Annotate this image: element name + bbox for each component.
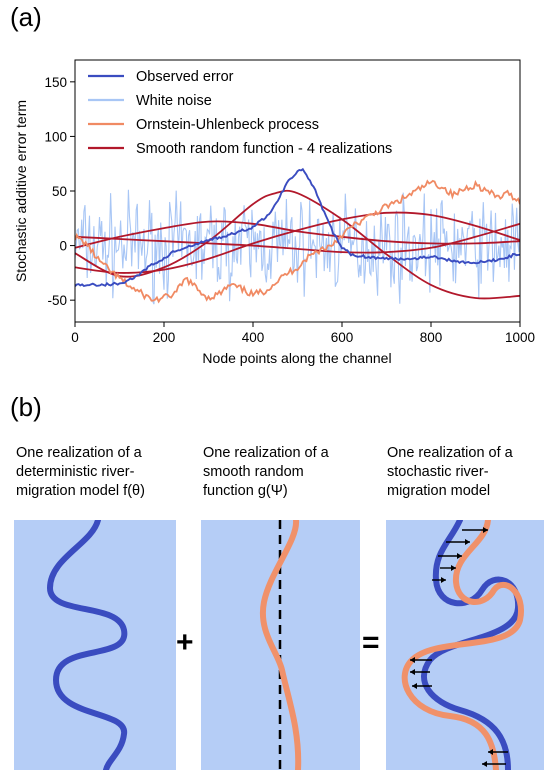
arrow-head (482, 761, 487, 767)
plus-operator: + (176, 626, 194, 659)
arrow-head (465, 539, 470, 545)
legend-label: Observed error (136, 69, 234, 85)
x-tick-label: 400 (242, 330, 265, 345)
smooth-random-realization-2 (75, 211, 520, 274)
error-term-chart: 0 200 400 600 800 1000 -50 0 50 100 150 Node point… (13, 59, 535, 366)
panel-b-tag: (b) (10, 392, 42, 422)
panel-a-tag: (a) (10, 2, 42, 32)
chart-legend: Observed error White noise Ornstein-Uhlenb… (88, 69, 392, 157)
x-tick-label: 200 (153, 330, 176, 345)
arrow-head (488, 749, 493, 755)
y-tick-label: 150 (44, 75, 67, 90)
deterministic-model-description: One realization of a deterministic river… (16, 445, 145, 499)
y-tick-label: 50 (52, 184, 67, 199)
arrow-head (441, 577, 446, 583)
smooth-random-realization-1 (75, 189, 520, 300)
deterministic-model-box (14, 520, 176, 770)
y-tick-label: 100 (44, 129, 67, 144)
x-axis-label: Node points along the channel (202, 350, 391, 366)
random-function-curve (259, 520, 302, 770)
arrow-head (457, 553, 462, 559)
displacement-arrows (410, 527, 508, 767)
x-tick-label: 0 (71, 330, 79, 345)
legend-label: Smooth random function - 4 realizations (136, 141, 392, 157)
ornstein-uhlenbeck-line (75, 179, 520, 304)
y-tick-label: 0 (59, 239, 67, 254)
deterministic-river-curve (46, 520, 128, 770)
y-tick-label: -50 (47, 293, 67, 308)
equals-operator: = (362, 626, 380, 659)
stochastic-model-description: One realization of a stochastic river- m… (387, 445, 513, 499)
legend-label: Ornstein-Uhlenbeck process (136, 117, 319, 133)
x-tick-label: 800 (420, 330, 443, 345)
smooth-random-realization-3 (75, 222, 520, 254)
arrow-head (451, 565, 456, 571)
smooth-random-realization-4 (75, 220, 520, 249)
x-tick-label: 1000 (505, 330, 535, 345)
white-noise-line (75, 189, 520, 305)
x-tick-label: 600 (331, 330, 354, 345)
arrow-head (410, 657, 415, 663)
stochastic-river-curve (401, 520, 525, 770)
arrow-head (410, 669, 415, 675)
arrow-head (412, 683, 417, 689)
legend-label: White noise (136, 93, 212, 109)
y-axis-label: Stochastic additive error term (13, 100, 29, 282)
arrow-head (483, 527, 488, 533)
river-illustration (14, 520, 544, 770)
observed-error-line (75, 167, 520, 288)
random-function-description: One realization of a smooth random funct… (203, 445, 329, 499)
